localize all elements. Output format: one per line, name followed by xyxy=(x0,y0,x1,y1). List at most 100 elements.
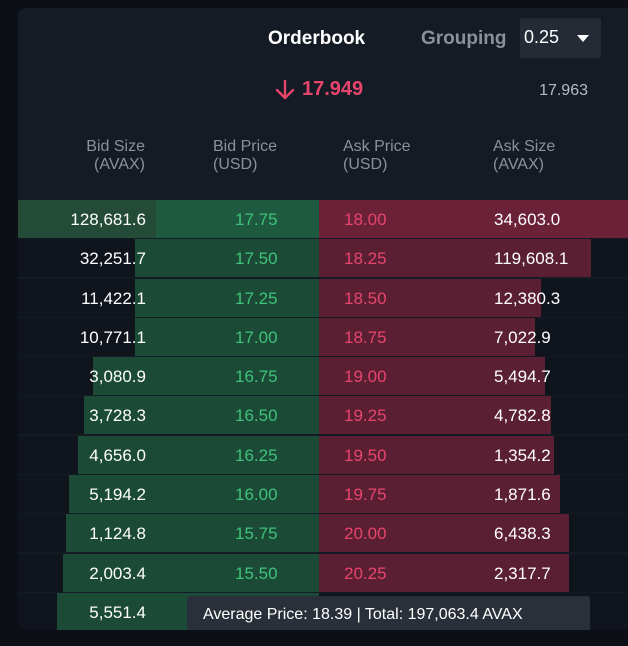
ask-price-cell: 19.50 xyxy=(344,445,387,465)
bid-side xyxy=(18,475,319,514)
bid-size-cell: 10,771.1 xyxy=(79,327,146,347)
bid-depth-bar xyxy=(63,553,319,592)
bid-depth-bar xyxy=(78,435,319,474)
bid-side xyxy=(18,317,319,356)
ask-size-cell: 5,494.7 xyxy=(494,367,551,387)
bid-price-cell: 16.50 xyxy=(235,406,278,426)
bid-depth-bar xyxy=(18,200,319,238)
ask-depth-bar xyxy=(319,200,628,238)
bid-depth-bar xyxy=(135,239,319,278)
grouping-value: 0.25 xyxy=(524,27,560,47)
ask-side xyxy=(319,317,628,356)
bid-price-cell: 17.00 xyxy=(235,327,278,347)
orderbook-title: Orderbook xyxy=(268,28,366,49)
orderbook-row[interactable]: 1,124.8 15.75 20.00 6,438.3 xyxy=(18,514,628,553)
bid-depth-bar xyxy=(93,357,319,396)
bid-size-cell: 11,422.1 xyxy=(81,288,146,308)
bid-size-cell: 5,194.2 xyxy=(89,485,146,505)
bid-price-cell: 15.75 xyxy=(235,524,278,544)
ask-depth-bar xyxy=(319,475,560,514)
column-header-bid-price: Bid Price (USD) xyxy=(213,138,278,173)
ask-depth-bar xyxy=(319,553,569,592)
bid-price-cell: 17.50 xyxy=(235,249,278,269)
column-header-ask-price: Ask Price (USD) xyxy=(343,138,411,173)
ask-price-cell: 18.00 xyxy=(344,210,387,229)
bid-price-cell: 16.00 xyxy=(235,485,278,505)
bid-size-cell: 128,681.6 xyxy=(70,210,146,229)
column-header-ask-size: Ask Size (AVAX) xyxy=(493,138,556,173)
bid-size-cell: 32,251.7 xyxy=(79,249,146,269)
ask-price-cell: 18.25 xyxy=(344,249,387,269)
ask-side xyxy=(319,475,628,514)
bid-side xyxy=(18,553,319,592)
bid-price-cell: 16.25 xyxy=(235,445,278,465)
orderbook-rows: 128,681.6 17.75 18.00 34,603.0 32,251.7 17.50… xyxy=(18,200,628,630)
chevron-down-icon xyxy=(577,35,589,42)
ask-size-cell: 119,608.1 xyxy=(494,249,569,269)
bid-depth-bar xyxy=(84,396,319,435)
orderbook-row[interactable]: 128,681.6 17.75 18.00 34,603.0 xyxy=(18,200,628,238)
bid-side xyxy=(18,239,319,278)
ask-size-cell: 4,782.8 xyxy=(494,406,551,426)
ask-size-cell: 6,438.3 xyxy=(494,524,551,544)
orderbook-row[interactable]: 5,194.2 16.00 19.75 1,871.6 xyxy=(18,475,628,514)
ask-price-cell: 19.00 xyxy=(344,367,387,387)
ask-side xyxy=(319,200,628,238)
orderbook-row[interactable]: 3,728.3 16.50 19.25 4,782.8 xyxy=(18,396,628,435)
ask-side xyxy=(319,435,628,474)
ask-size-cell: 7,022.9 xyxy=(494,327,551,347)
ask-depth-bar xyxy=(319,435,554,474)
bid-depth-bar xyxy=(135,278,319,317)
ask-price-cell: 20.00 xyxy=(344,524,387,544)
ask-price-cell: 20.25 xyxy=(344,563,387,583)
bid-side xyxy=(18,435,319,474)
bid-depth-bar xyxy=(66,514,319,553)
ask-size-cell: 1,354.2 xyxy=(494,445,551,465)
mark-price: 17.963 xyxy=(539,82,588,99)
bid-depth-bar xyxy=(135,317,319,356)
orderbook-row[interactable]: 3,080.9 16.75 19.00 5,494.7 xyxy=(18,357,628,396)
column-header-bid-size: Bid Size (AVAX) xyxy=(86,138,145,173)
bid-side xyxy=(18,396,319,435)
ask-price-cell: 19.75 xyxy=(344,485,387,505)
ask-side xyxy=(319,357,628,396)
bid-size-cell: 4,656.0 xyxy=(89,445,146,465)
bid-price-cell: 17.75 xyxy=(235,210,278,229)
ask-depth-bar xyxy=(319,357,545,396)
ask-size-cell: 2,317.7 xyxy=(494,563,551,583)
ask-depth-bar xyxy=(319,317,535,356)
orderbook-row[interactable]: 2,003.4 15.50 20.25 2,317.7 xyxy=(18,553,628,592)
bid-price-cell: 16.75 xyxy=(235,367,278,387)
ask-side xyxy=(319,239,628,278)
grouping-label: Grouping xyxy=(421,28,507,49)
orderbook-row[interactable]: 10,771.1 17.00 18.75 7,022.9 xyxy=(18,317,628,356)
bid-side xyxy=(18,514,319,553)
ask-depth-bar xyxy=(319,396,551,435)
bid-price-cell: 17.25 xyxy=(235,288,278,308)
bid-size-cell: 3,080.9 xyxy=(89,367,146,387)
ask-depth-bar xyxy=(319,239,591,278)
ask-depth-bar xyxy=(319,278,541,317)
depth-tooltip: Average Price: 18.39 | Total: 197,063.4 … xyxy=(187,596,590,630)
ask-side xyxy=(319,278,628,317)
bid-size-cell: 2,003.4 xyxy=(89,563,146,583)
bid-depth-bar-shade xyxy=(18,200,156,238)
ask-depth-bar xyxy=(319,514,569,553)
bid-side xyxy=(18,357,319,396)
ask-side xyxy=(319,396,628,435)
ask-side xyxy=(319,514,628,553)
arrow-down-icon xyxy=(275,79,295,99)
orderbook-row[interactable]: 11,422.1 17.25 18.50 12,380.3 xyxy=(18,278,628,317)
orderbook-row[interactable]: 32,251.7 17.50 18.25 119,608.1 xyxy=(18,239,628,278)
orderbook-row[interactable]: 4,656.0 16.25 19.50 1,354.2 xyxy=(18,435,628,474)
ask-size-cell: 12,380.3 xyxy=(494,288,561,308)
grouping-select[interactable]: 0.25 xyxy=(520,18,601,58)
bid-side xyxy=(18,278,319,317)
bid-depth-bar xyxy=(69,475,319,514)
bid-size-cell: 3,728.3 xyxy=(89,406,146,426)
bid-price-cell: 15.50 xyxy=(235,563,278,583)
bid-side xyxy=(18,200,319,238)
ask-price-cell: 18.75 xyxy=(344,327,387,347)
ask-size-cell: 1,871.6 xyxy=(494,485,551,505)
bid-size-cell: 1,124.8 xyxy=(89,524,146,544)
